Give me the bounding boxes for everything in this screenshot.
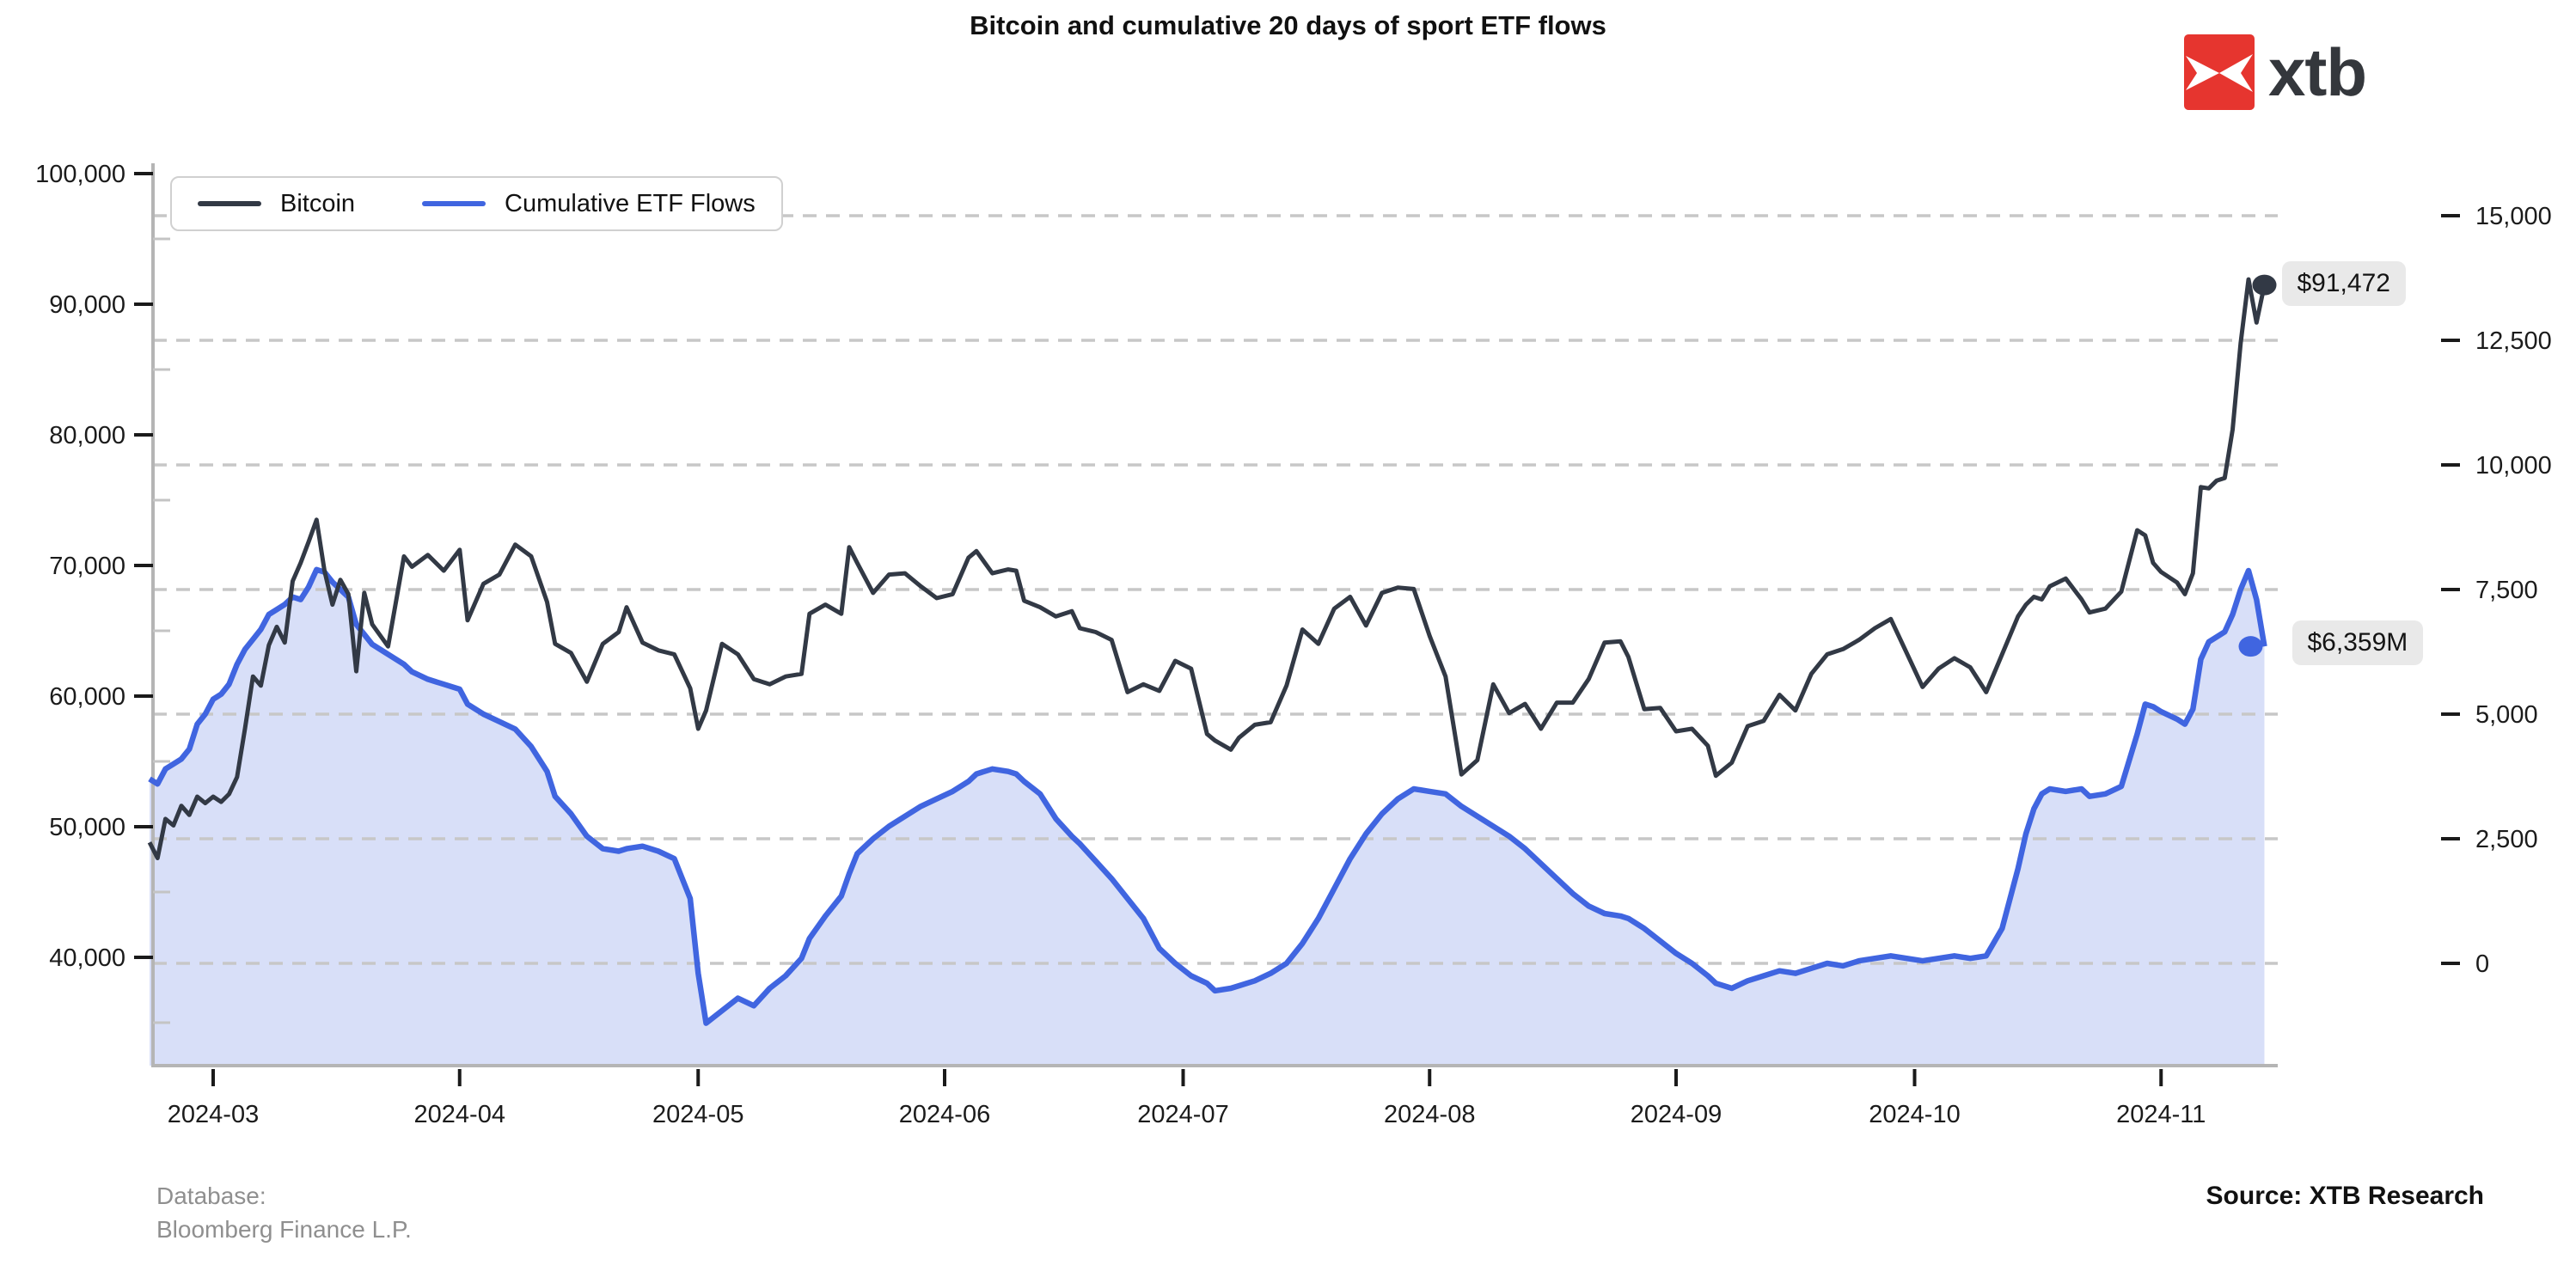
xtb-logo-text: xtb <box>2268 34 2367 110</box>
legend-item-etf-flows: Cumulative ETF Flows <box>422 190 756 218</box>
database-credit-line1: Database: <box>156 1182 266 1209</box>
legend-item-bitcoin: Bitcoin <box>198 190 355 218</box>
x-axis-tick-label: 2024-10 <box>1869 1101 1960 1128</box>
right-axis-tick-label: 7,500 <box>2475 577 2538 604</box>
x-axis-tick-label: 2024-06 <box>899 1101 990 1128</box>
right-axis-tick-label: 10,000 <box>2475 452 2552 480</box>
x-axis-tick-label: 2024-11 <box>2116 1101 2206 1128</box>
chart-legend: Bitcoin Cumulative ETF Flows <box>170 176 783 231</box>
etf-flows-line <box>148 566 2267 1026</box>
xtb-logo: xtb <box>2184 34 2367 110</box>
database-credit: Database: Bloomberg Finance L.P. <box>156 1179 412 1246</box>
x-axis-tick-label: 2024-03 <box>168 1101 259 1128</box>
left-axis-tick-label: 100,000 <box>35 161 125 188</box>
x-axis-tick-label: 2024-08 <box>1384 1101 1475 1128</box>
right-axis-tick-label: 12,500 <box>2475 327 2552 355</box>
chart-title: Bitcoin and cumulative 20 days of sport … <box>970 10 1606 40</box>
x-axis-tick-label: 2024-09 <box>1631 1101 1722 1128</box>
bitcoin-last-point-dot <box>2252 274 2277 296</box>
right-axis-tick-label: 2,500 <box>2475 826 2538 853</box>
right-axis-tick-label: 5,000 <box>2475 701 2538 729</box>
bitcoin-line <box>147 277 2267 860</box>
etf-flows-line-swatch-icon <box>422 201 486 206</box>
left-axis-tick-label: 70,000 <box>49 553 125 580</box>
etf-last-point-dot <box>2238 636 2263 657</box>
xtb-logo-icon <box>2184 34 2255 110</box>
left-axis-tick-label: 60,000 <box>49 683 125 711</box>
x-axis-tick-label: 2024-07 <box>1137 1101 1228 1128</box>
left-axis-tick-label: 80,000 <box>49 422 125 449</box>
etf-last-value-badge: $6,359M <box>2291 620 2424 666</box>
right-axis-tick-label: 15,000 <box>2475 203 2552 230</box>
legend-label-etf-flows: Cumulative ETF Flows <box>505 189 756 217</box>
left-axis-tick-label: 90,000 <box>49 291 125 319</box>
btc-last-value-badge: $91,472 <box>2281 260 2406 306</box>
left-axis-tick-label: 50,000 <box>49 814 125 841</box>
legend-label-bitcoin: Bitcoin <box>280 189 356 217</box>
source-credit: Source: XTB Research <box>2206 1182 2484 1210</box>
x-axis-tick-label: 2024-04 <box>414 1101 505 1128</box>
right-axis-tick-label: 0 <box>2475 950 2489 978</box>
etf-flows-area-fill <box>150 569 2265 1066</box>
database-credit-line2: Bloomberg Finance L.P. <box>156 1216 412 1243</box>
x-axis-tick-label: 2024-05 <box>652 1101 743 1128</box>
left-axis-tick-label: 40,000 <box>49 944 125 972</box>
bitcoin-line-swatch-icon <box>198 201 261 206</box>
